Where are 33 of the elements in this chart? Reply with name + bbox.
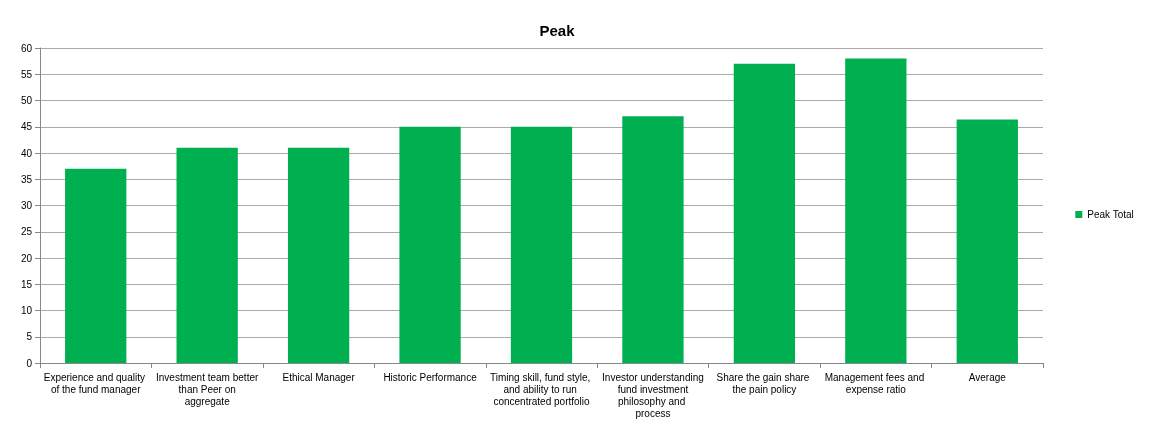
x-tick-label: Investment team better than Peer on aggregate (156, 371, 259, 407)
bar (733, 63, 796, 363)
x-tick-label: Historic Performance (383, 371, 478, 383)
bar (287, 147, 350, 363)
bar (399, 126, 461, 363)
x-tick-label: Management fees and expense ratio (824, 371, 927, 395)
x-tick-label: Share the gain share the pain policy (716, 371, 813, 395)
y-tick-label: 10 (20, 305, 33, 316)
bar (65, 168, 127, 363)
x-tick-label: Ethical Manager (282, 371, 356, 383)
bar (176, 147, 238, 363)
x-tick-label: Timing skill, fund style, and ability to run concentrated portfolio (490, 371, 593, 407)
y-tick-label: 25 (20, 226, 33, 238)
y-tick-label: 5 (26, 331, 33, 343)
y-tick-label: 50 (20, 95, 33, 106)
y-tick-label: 20 (20, 252, 33, 264)
y-tick-label: 30 (20, 200, 33, 211)
x-tick-label: Investor understanding fund investment philosophy and process (602, 371, 704, 419)
bar (956, 119, 1018, 363)
y-tick-label: 0 (26, 357, 33, 369)
y-tick-label: 45 (20, 121, 33, 133)
bar (510, 126, 573, 363)
chart-title: Peak (539, 22, 576, 39)
y-tick-label: 60 (20, 42, 33, 54)
y-tick-label: 55 (20, 68, 33, 80)
x-tick-label: Experience and quality of the fund manager (43, 371, 148, 395)
legend-label: Peak Total (1087, 209, 1134, 220)
y-tick-label: 35 (20, 173, 33, 185)
bar (845, 58, 907, 363)
y-tick-label: 40 (20, 147, 33, 159)
x-tick-label: Average (968, 371, 1007, 383)
y-tick-label: 15 (20, 278, 33, 290)
bar (622, 116, 684, 363)
